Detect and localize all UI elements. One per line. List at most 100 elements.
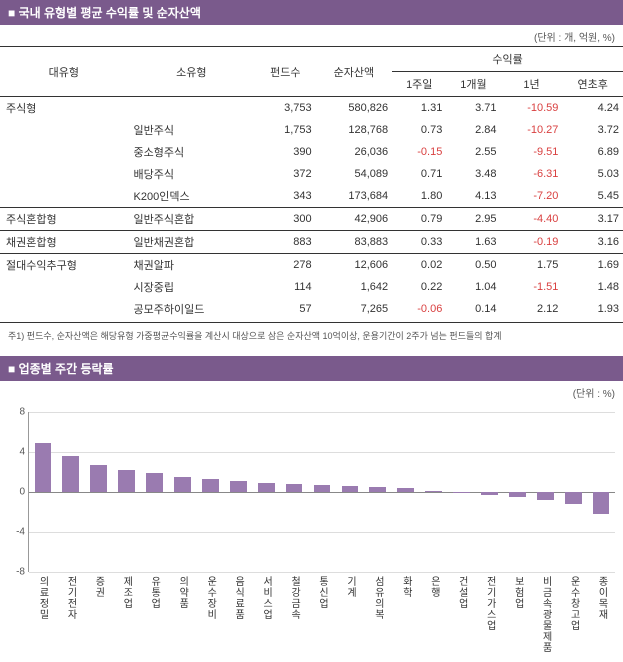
cell: -0.06 — [392, 298, 446, 320]
cell: 3.16 — [562, 231, 623, 254]
chart-bar — [314, 485, 331, 492]
cell: 1.80 — [392, 185, 446, 208]
cell — [0, 141, 128, 163]
th-1w: 1주일 — [392, 72, 446, 97]
x-axis-label: 서비스업 — [252, 572, 280, 656]
x-axis-label: 보험업 — [503, 572, 531, 656]
cell — [0, 298, 128, 320]
chart-bar — [202, 479, 219, 492]
cell: 883 — [255, 231, 316, 254]
chart-bar — [537, 492, 554, 500]
x-axis-label: 운수창고업 — [559, 572, 587, 656]
x-axis-label: 통신업 — [308, 572, 336, 656]
chart-bar — [286, 484, 303, 492]
cell: 3.48 — [446, 163, 500, 185]
table-row: 채권혼합형일반채권혼합88383,8830.331.63-0.193.16 — [0, 231, 623, 254]
y-axis-label: -4 — [5, 527, 25, 538]
th-returns: 수익률 — [392, 47, 623, 72]
cell: 1.75 — [501, 254, 563, 277]
cell: -0.19 — [501, 231, 563, 254]
cell: 0.71 — [392, 163, 446, 185]
cell: 57 — [255, 298, 316, 320]
cell: 5.45 — [562, 185, 623, 208]
footnote: 주1) 펀드수, 순자산액은 해당유형 가중평균수익률을 계산시 대상으로 삼은… — [0, 322, 623, 356]
cell: 1.04 — [446, 276, 500, 298]
cell: -1.51 — [501, 276, 563, 298]
cell: 1.31 — [392, 97, 446, 120]
cell — [0, 185, 128, 208]
returns-table: 대유형 소유형 펀드수 순자산액 수익률 1주일 1개월 1년 연초후 주식형3… — [0, 46, 623, 320]
cell: 114 — [255, 276, 316, 298]
cell: 390 — [255, 141, 316, 163]
cell — [0, 119, 128, 141]
cell: 3.72 — [562, 119, 623, 141]
cell: 2.12 — [501, 298, 563, 320]
cell — [0, 276, 128, 298]
chart-bar — [453, 492, 470, 493]
table-row: K200인덱스343173,6841.804.13-7.205.45 — [0, 185, 623, 208]
chart-bar — [90, 465, 107, 492]
cell: 3.17 — [562, 208, 623, 231]
cell: -10.59 — [501, 97, 563, 120]
th-funds: 펀드수 — [255, 47, 316, 97]
chart-bar — [565, 492, 582, 504]
x-axis-label: 유통업 — [140, 572, 168, 656]
cell: 580,826 — [316, 97, 393, 120]
y-axis-label: 8 — [5, 407, 25, 418]
chart-bar — [369, 487, 386, 492]
cell: -7.20 — [501, 185, 563, 208]
x-axis-label: 증권 — [84, 572, 112, 656]
cell: 4.13 — [446, 185, 500, 208]
th-1y: 1년 — [501, 72, 563, 97]
section2-title: ■ 업종별 주간 등락률 — [0, 356, 623, 381]
cell: 배당주식 — [128, 163, 256, 185]
cell: 7,265 — [316, 298, 393, 320]
cell: 중소형주식 — [128, 141, 256, 163]
table-row: 주식혼합형일반주식혼합30042,9060.792.95-4.403.17 — [0, 208, 623, 231]
x-axis-label: 의약품 — [168, 572, 196, 656]
cell: -6.31 — [501, 163, 563, 185]
x-axis-label: 음식료품 — [224, 572, 252, 656]
th-nav: 순자산액 — [316, 47, 393, 97]
cell: K200인덱스 — [128, 185, 256, 208]
cell: -10.27 — [501, 119, 563, 141]
cell: 3,753 — [255, 97, 316, 120]
cell: 4.24 — [562, 97, 623, 120]
cell: 1,753 — [255, 119, 316, 141]
cell: 83,883 — [316, 231, 393, 254]
x-axis-label: 제조업 — [112, 572, 140, 656]
chart-bar — [342, 486, 359, 492]
cell: 0.22 — [392, 276, 446, 298]
chart-bar — [230, 481, 247, 492]
chart-bar — [146, 473, 163, 492]
chart-bar — [35, 443, 52, 492]
cell: 278 — [255, 254, 316, 277]
cell: 주식형 — [0, 97, 128, 120]
x-axis-label: 기계 — [335, 572, 363, 656]
cell: 128,768 — [316, 119, 393, 141]
cell: 절대수익추구형 — [0, 254, 128, 277]
x-axis-label: 섬유의복 — [363, 572, 391, 656]
chart-bar — [118, 470, 135, 492]
cell: 채권알파 — [128, 254, 256, 277]
cell: -0.15 — [392, 141, 446, 163]
cell — [128, 97, 256, 120]
x-axis-label: 은행 — [419, 572, 447, 656]
th-ytd: 연초후 — [562, 72, 623, 97]
chart-bar — [174, 477, 191, 492]
section2-unit: (단위 : %) — [0, 381, 623, 402]
x-axis-label: 건설업 — [447, 572, 475, 656]
cell: 1,642 — [316, 276, 393, 298]
x-axis-label: 운수장비 — [196, 572, 224, 656]
chart-bar — [509, 492, 526, 497]
cell: 300 — [255, 208, 316, 231]
cell: 공모주하이일드 — [128, 298, 256, 320]
x-axis-label: 의료정밀 — [28, 572, 56, 656]
chart-bar — [62, 456, 79, 492]
cell: 173,684 — [316, 185, 393, 208]
cell: 0.50 — [446, 254, 500, 277]
cell: 0.02 — [392, 254, 446, 277]
cell: 12,606 — [316, 254, 393, 277]
cell: 5.03 — [562, 163, 623, 185]
table-row: 일반주식1,753128,7680.732.84-10.273.72 — [0, 119, 623, 141]
